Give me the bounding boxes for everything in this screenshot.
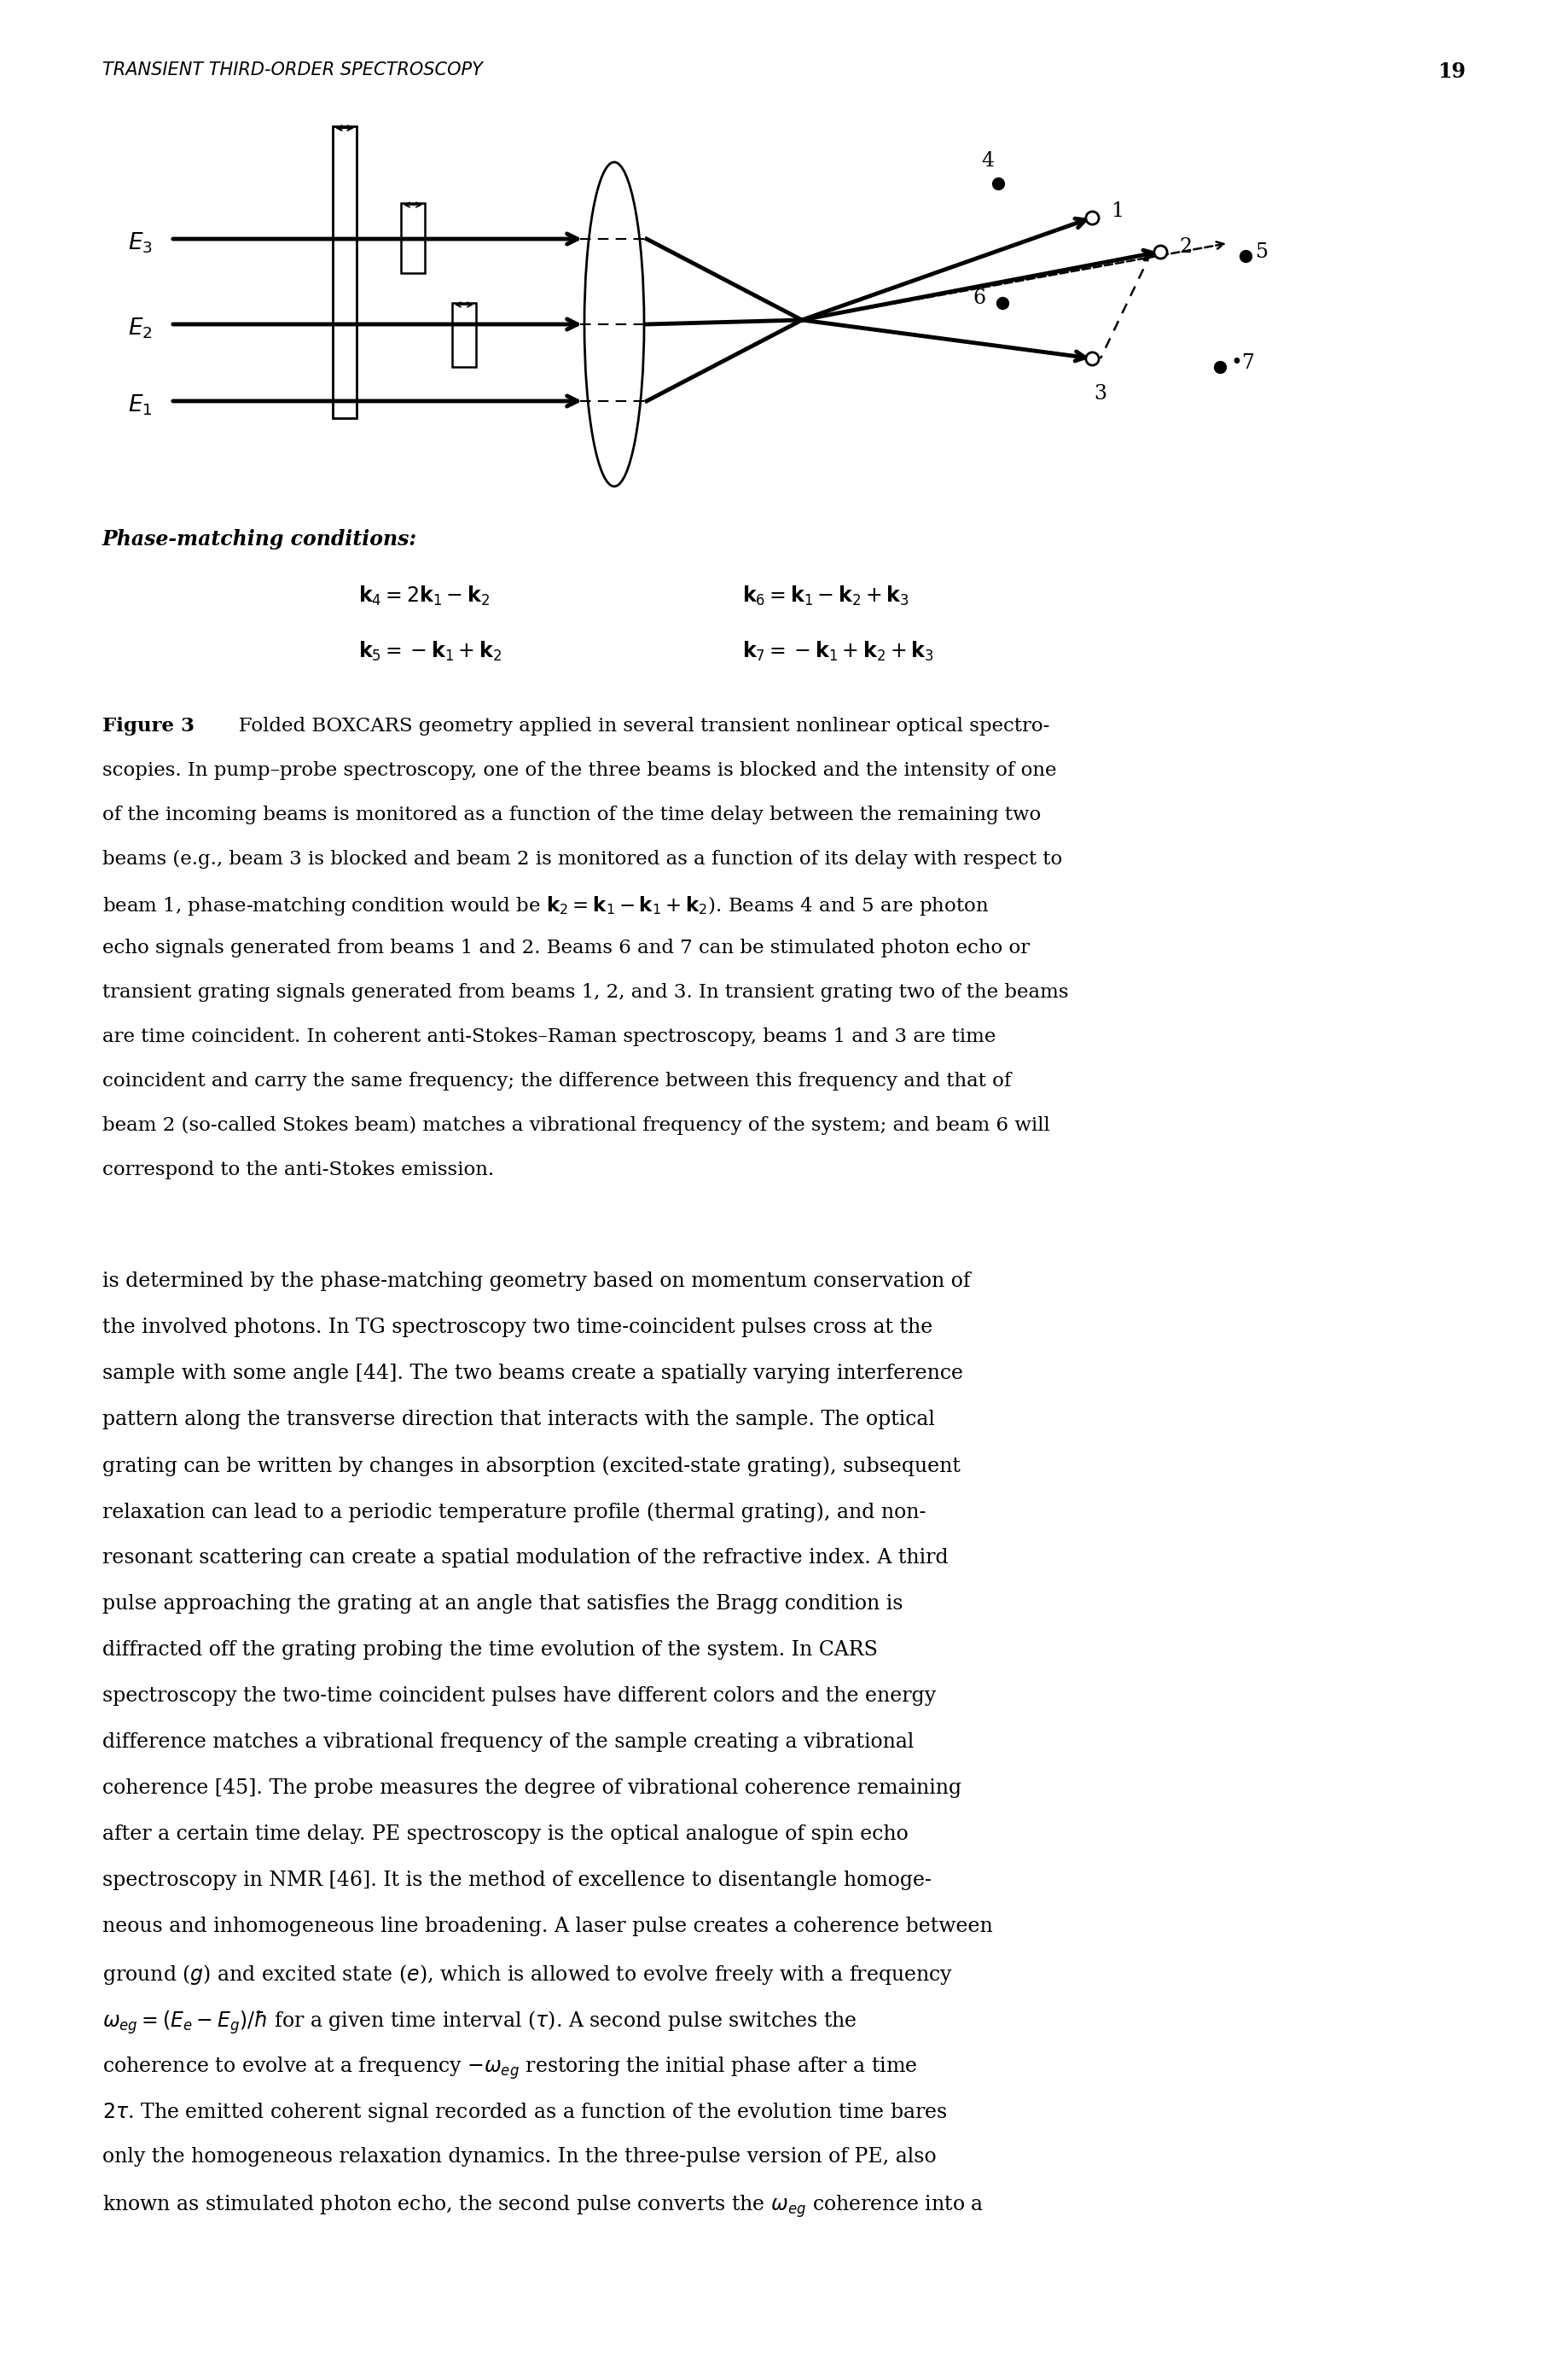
Text: neous and inhomogeneous line broadening. A laser pulse creates a coherence betwe: neous and inhomogeneous line broadening.… (102, 1916, 993, 1937)
Text: scopies. In pump–probe spectroscopy, one of the three beams is blocked and the i: scopies. In pump–probe spectroscopy, one… (102, 760, 1057, 779)
Text: 3: 3 (1094, 384, 1107, 403)
Text: the involved photons. In TG spectroscopy two time-coincident pulses cross at the: the involved photons. In TG spectroscopy… (102, 1317, 933, 1338)
Text: TRANSIENT THIRD-ORDER SPECTROSCOPY: TRANSIENT THIRD-ORDER SPECTROSCOPY (102, 62, 483, 78)
Text: $E_1$: $E_1$ (129, 393, 152, 417)
Text: ground ($g$) and excited state ($e$), which is allowed to evolve freely with a f: ground ($g$) and excited state ($e$), wh… (102, 1963, 953, 1987)
Text: •7: •7 (1231, 353, 1254, 372)
Text: beam 2 (so-called Stokes beam) matches a vibrational frequency of the system; an: beam 2 (so-called Stokes beam) matches a… (102, 1115, 1051, 1134)
Text: after a certain time delay. PE spectroscopy is the optical analogue of spin echo: after a certain time delay. PE spectrosc… (102, 1823, 908, 1845)
Text: correspond to the anti-Stokes emission.: correspond to the anti-Stokes emission. (102, 1160, 494, 1179)
Text: pattern along the transverse direction that interacts with the sample. The optic: pattern along the transverse direction t… (102, 1409, 935, 1430)
Text: only the homogeneous relaxation dynamics. In the three-pulse version of PE, also: only the homogeneous relaxation dynamics… (102, 2148, 936, 2167)
Text: are time coincident. In coherent anti-Stokes–Raman spectroscopy, beams 1 and 3 a: are time coincident. In coherent anti-St… (102, 1028, 996, 1047)
Text: 4: 4 (982, 152, 994, 170)
Text: transient grating signals generated from beams 1, 2, and 3. In transient grating: transient grating signals generated from… (102, 983, 1068, 1002)
Point (989, 284, 1014, 322)
Text: sample with some angle [44]. The two beams create a spatially varying interferen: sample with some angle [44]. The two bea… (102, 1364, 963, 1383)
Text: 1: 1 (1110, 201, 1124, 220)
Bar (452, 303, 477, 367)
Text: coincident and carry the same frequency; the difference between this frequency a: coincident and carry the same frequency;… (102, 1073, 1011, 1092)
Text: $E_2$: $E_2$ (129, 317, 152, 341)
Text: $2\tau$. The emitted coherent signal recorded as a function of the evolution tim: $2\tau$. The emitted coherent signal rec… (102, 2100, 947, 2124)
Text: 5: 5 (1256, 242, 1269, 260)
Text: Folded BOXCARS geometry applied in several transient nonlinear optical spectro-: Folded BOXCARS geometry applied in sever… (220, 718, 1049, 736)
Text: is determined by the phase-matching geometry based on momentum conservation of: is determined by the phase-matching geom… (102, 1272, 971, 1291)
Text: $\mathbf{k}_7 = -\mathbf{k}_1 + \mathbf{k}_2 + \mathbf{k}_3$: $\mathbf{k}_7 = -\mathbf{k}_1 + \mathbf{… (742, 639, 935, 663)
Text: 2: 2 (1179, 237, 1192, 258)
Text: $\mathbf{k}_4 = 2\mathbf{k}_1 - \mathbf{k}_2$: $\mathbf{k}_4 = 2\mathbf{k}_1 - \mathbf{… (359, 585, 489, 609)
Text: 6: 6 (972, 289, 985, 308)
Text: spectroscopy the two-time coincident pulses have different colors and the energy: spectroscopy the two-time coincident pul… (102, 1686, 936, 1705)
Text: $E_3$: $E_3$ (129, 232, 152, 256)
Point (1207, 348, 1232, 386)
Text: echo signals generated from beams 1 and 2. Beams 6 and 7 can be stimulated photo: echo signals generated from beams 1 and … (102, 938, 1030, 957)
Text: spectroscopy in NMR [46]. It is the method of excellence to disentangle homoge-: spectroscopy in NMR [46]. It is the meth… (102, 1871, 931, 1890)
Text: $\omega_{eg} = (E_e - E_g)/\hbar$ for a given time interval ($\tau$). A second p: $\omega_{eg} = (E_e - E_g)/\hbar$ for a … (102, 2008, 858, 2036)
Text: Phase-matching conditions:: Phase-matching conditions: (102, 528, 417, 549)
Point (986, 163, 1011, 201)
Text: Figure 3: Figure 3 (102, 718, 194, 736)
Text: grating can be written by changes in absorption (excited-state grating), subsequ: grating can be written by changes in abs… (102, 1456, 961, 1475)
Point (1079, 339, 1104, 377)
Text: 19: 19 (1438, 62, 1466, 83)
Bar (401, 204, 425, 272)
Point (1148, 232, 1173, 270)
Text: $\mathbf{k}_6 = \mathbf{k}_1 - \mathbf{k}_2 + \mathbf{k}_3$: $\mathbf{k}_6 = \mathbf{k}_1 - \mathbf{k… (742, 585, 909, 609)
Text: known as stimulated photon echo, the second pulse converts the $\omega_{eg}$ coh: known as stimulated photon echo, the sec… (102, 2193, 983, 2219)
Point (1232, 237, 1258, 275)
Text: coherence to evolve at a frequency $-\omega_{eg}$ restoring the initial phase af: coherence to evolve at a frequency $-\om… (102, 2055, 917, 2081)
Text: coherence [45]. The probe measures the degree of vibrational coherence remaining: coherence [45]. The probe measures the d… (102, 1778, 961, 1797)
Text: pulse approaching the grating at an angle that satisfies the Bragg condition is: pulse approaching the grating at an angl… (102, 1594, 903, 1613)
Text: beam 1, phase-matching condition would be $\mathbf{k}_2 = \mathbf{k}_1 - \mathbf: beam 1, phase-matching condition would b… (102, 895, 989, 916)
Text: difference matches a vibrational frequency of the sample creating a vibrational: difference matches a vibrational frequen… (102, 1733, 914, 1752)
Bar (332, 126, 356, 419)
Point (1079, 199, 1104, 237)
Text: resonant scattering can create a spatial modulation of the refractive index. A t: resonant scattering can create a spatial… (102, 1549, 949, 1568)
Text: $\mathbf{k}_5 = -\mathbf{k}_1 + \mathbf{k}_2$: $\mathbf{k}_5 = -\mathbf{k}_1 + \mathbf{… (359, 639, 502, 663)
Text: of the incoming beams is monitored as a function of the time delay between the r: of the incoming beams is monitored as a … (102, 805, 1041, 824)
Text: relaxation can lead to a periodic temperature profile (thermal grating), and non: relaxation can lead to a periodic temper… (102, 1501, 927, 1523)
Text: beams (e.g., beam 3 is blocked and beam 2 is monitored as a function of its dela: beams (e.g., beam 3 is blocked and beam … (102, 850, 1063, 869)
Text: diffracted off the grating probing the time evolution of the system. In CARS: diffracted off the grating probing the t… (102, 1641, 878, 1660)
